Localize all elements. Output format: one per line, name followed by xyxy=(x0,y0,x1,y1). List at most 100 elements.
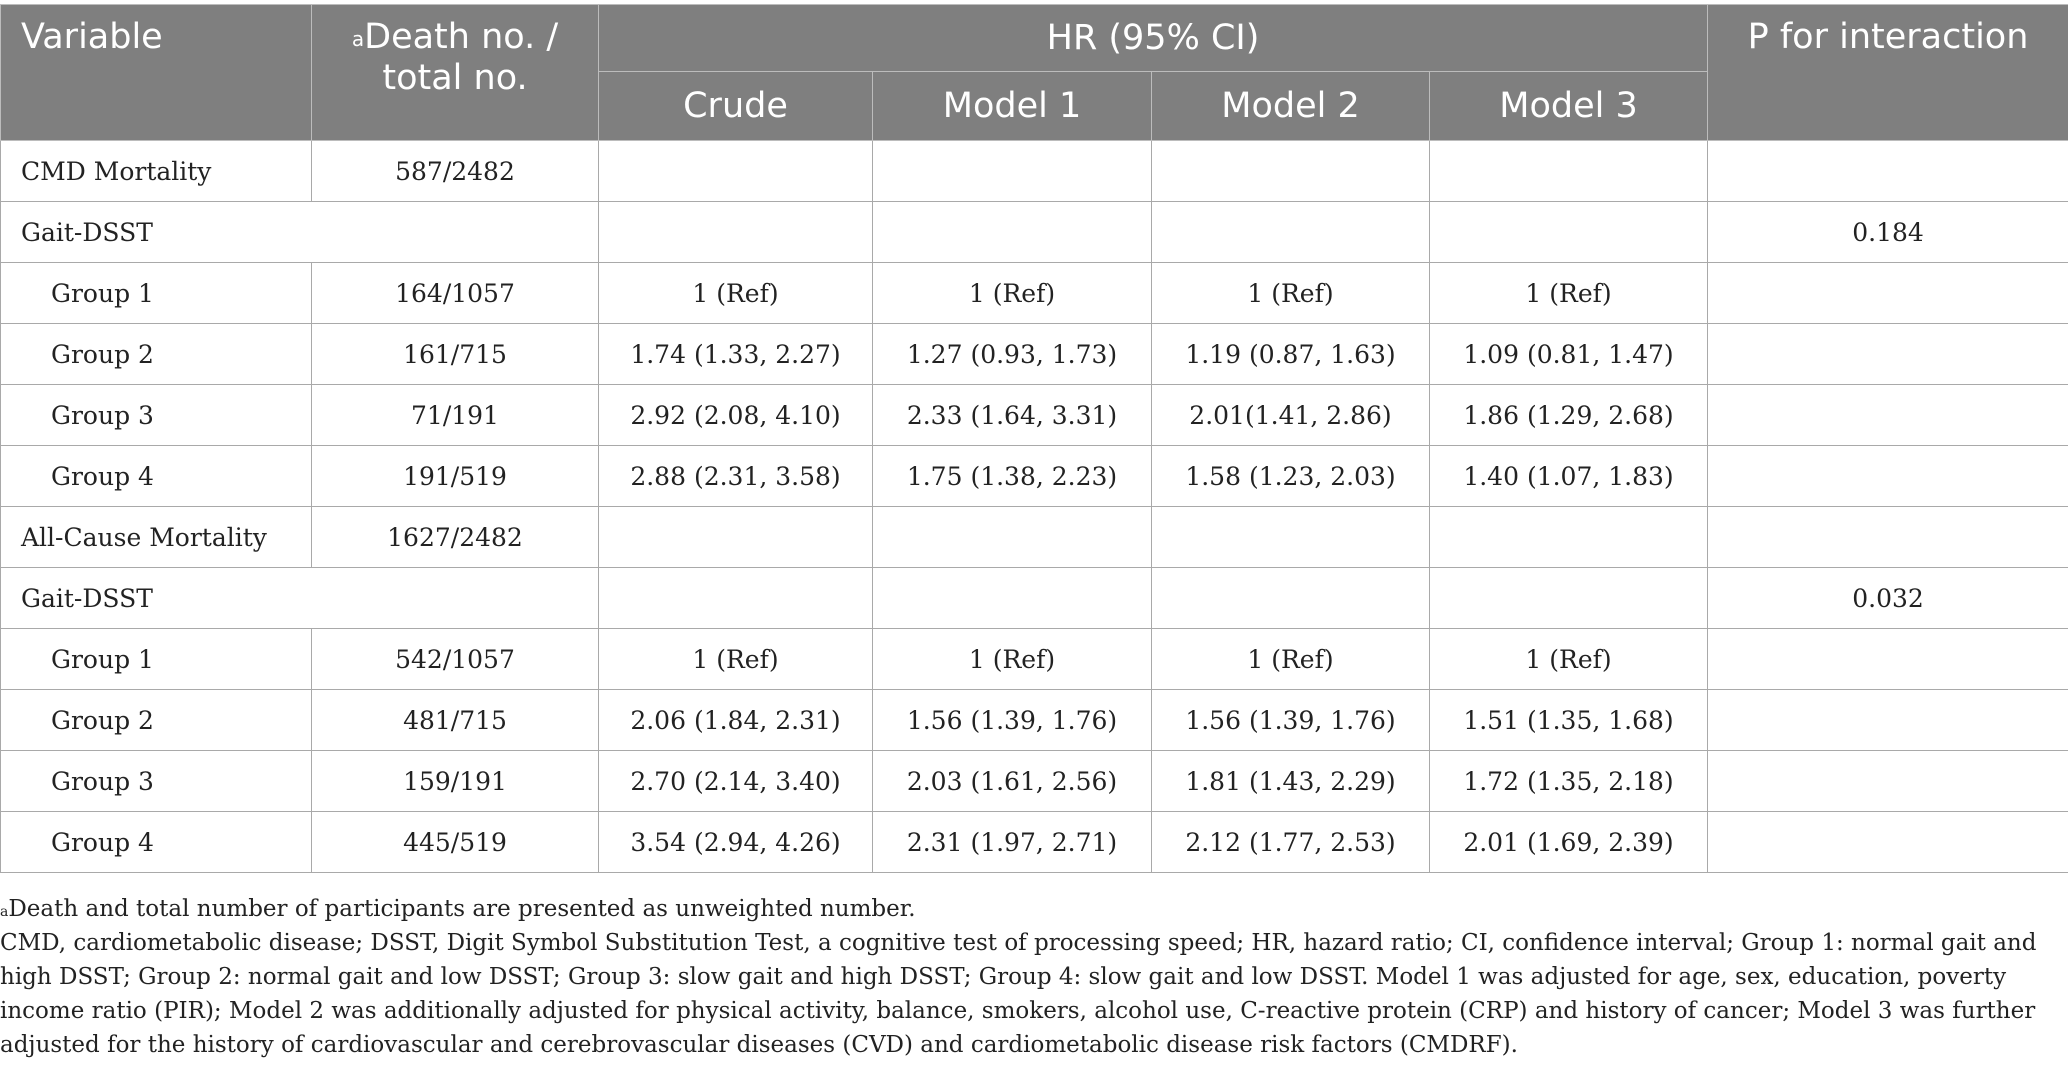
header-death-superscript: a xyxy=(351,27,365,51)
table-row: Group 1 164/1057 1 (Ref) 1 (Ref) 1 (Ref)… xyxy=(0,262,2068,324)
crude-cell: 3.54 (2.94, 4.26) xyxy=(598,811,873,873)
model-2-cell xyxy=(1151,506,1430,568)
model-3-cell: 1.51 (1.35, 1.68) xyxy=(1428,689,1709,751)
crude-cell xyxy=(598,140,873,202)
table-row: Group 2 481/715 2.06 (1.84, 2.31) 1.56 (… xyxy=(0,689,2068,751)
table-row: Group 2 161/715 1.74 (1.33, 2.27) 1.27 (… xyxy=(0,323,2068,385)
footnote-abbreviations: CMD, cardiometabolic disease; DSST, Digi… xyxy=(0,930,2037,1058)
death-total-cell: 159/191 xyxy=(311,750,599,812)
row-label: Group 1 xyxy=(0,262,312,324)
death-total-cell: 164/1057 xyxy=(311,262,599,324)
row-label: Gait-DSST xyxy=(0,567,599,629)
model-2-cell: 1 (Ref) xyxy=(1151,262,1430,324)
header-death-line1: Death no. / xyxy=(364,17,559,57)
model-1-cell xyxy=(872,506,1152,568)
model-2-cell: 1.81 (1.43, 2.29) xyxy=(1151,750,1430,812)
model-1-cell: 1.75 (1.38, 2.23) xyxy=(872,445,1152,507)
crude-cell xyxy=(598,567,873,629)
header-model-2: Model 2 xyxy=(1151,71,1430,141)
p-interaction-cell xyxy=(1707,384,2068,446)
model-1-cell: 1.27 (0.93, 1.73) xyxy=(872,323,1152,385)
crude-cell: 2.70 (2.14, 3.40) xyxy=(598,750,873,812)
header-death-total: aDeath no. / total no. xyxy=(311,4,599,141)
row-label: Group 1 xyxy=(0,628,312,690)
table-row: Gait-DSST 0.184 xyxy=(0,201,2068,263)
p-interaction-cell: 0.184 xyxy=(1707,201,2068,263)
model-2-cell xyxy=(1151,201,1430,263)
header-crude: Crude xyxy=(598,71,873,141)
hazard-ratio-table: Variable aDeath no. / total no. HR (95% … xyxy=(0,4,2068,873)
p-interaction-cell xyxy=(1707,445,2068,507)
model-2-cell: 2.12 (1.77, 2.53) xyxy=(1151,811,1430,873)
death-total-cell: 71/191 xyxy=(311,384,599,446)
row-label: All-Cause Mortality xyxy=(0,506,312,568)
row-label: Group 3 xyxy=(0,750,312,812)
model-1-cell xyxy=(872,140,1152,202)
death-total-cell: 445/519 xyxy=(311,811,599,873)
table-row: Group 1 542/1057 1 (Ref) 1 (Ref) 1 (Ref)… xyxy=(0,628,2068,690)
crude-cell: 2.06 (1.84, 2.31) xyxy=(598,689,873,751)
model-2-cell: 2.01(1.41, 2.86) xyxy=(1151,384,1430,446)
model-2-cell: 1.58 (1.23, 2.03) xyxy=(1151,445,1430,507)
footnote-a-text: Death and total number of participants a… xyxy=(8,896,916,922)
crude-cell xyxy=(598,201,873,263)
model-2-cell xyxy=(1151,140,1430,202)
row-label: Group 2 xyxy=(0,323,312,385)
table-row: Group 4 191/519 2.88 (2.31, 3.58) 1.75 (… xyxy=(0,445,2068,507)
model-1-cell: 1.56 (1.39, 1.76) xyxy=(872,689,1152,751)
model-1-cell: 2.31 (1.97, 2.71) xyxy=(872,811,1152,873)
header-hr-group: HR (95% CI) xyxy=(597,4,1709,72)
crude-cell: 1 (Ref) xyxy=(598,262,873,324)
p-interaction-cell: 0.032 xyxy=(1707,567,2068,629)
header-p-interaction: P for interaction xyxy=(1707,4,2068,141)
row-label: Group 4 xyxy=(0,445,312,507)
death-total-cell: 191/519 xyxy=(311,445,599,507)
model-1-cell: 1 (Ref) xyxy=(872,628,1152,690)
p-interaction-cell xyxy=(1707,811,2068,873)
row-label: Group 4 xyxy=(0,811,312,873)
table-row: Gait-DSST 0.032 xyxy=(0,567,2068,629)
model-3-cell: 2.01 (1.69, 2.39) xyxy=(1428,811,1709,873)
p-interaction-cell xyxy=(1707,628,2068,690)
table-body: CMD Mortality 587/2482 Gait-DSST 0.184 G… xyxy=(0,140,2068,873)
crude-cell: 1 (Ref) xyxy=(598,628,873,690)
model-2-cell: 1.19 (0.87, 1.63) xyxy=(1151,323,1430,385)
death-total-cell: 161/715 xyxy=(311,323,599,385)
model-2-cell: 1 (Ref) xyxy=(1151,628,1430,690)
model-1-cell xyxy=(872,567,1152,629)
p-interaction-cell xyxy=(1707,506,2068,568)
model-1-cell: 1 (Ref) xyxy=(872,262,1152,324)
model-3-cell xyxy=(1428,506,1709,568)
p-interaction-cell xyxy=(1707,689,2068,751)
model-2-cell: 1.56 (1.39, 1.76) xyxy=(1151,689,1430,751)
model-3-cell: 1 (Ref) xyxy=(1428,628,1709,690)
model-3-cell: 1.09 (0.81, 1.47) xyxy=(1428,323,1709,385)
table-row: All-Cause Mortality 1627/2482 xyxy=(0,506,2068,568)
crude-cell xyxy=(598,506,873,568)
model-3-cell xyxy=(1428,567,1709,629)
header-death-line2: total no. xyxy=(382,58,528,98)
model-1-cell xyxy=(872,201,1152,263)
row-label: Group 2 xyxy=(0,689,312,751)
model-1-cell: 2.33 (1.64, 3.31) xyxy=(872,384,1152,446)
p-interaction-cell xyxy=(1707,262,2068,324)
death-total-cell: 542/1057 xyxy=(311,628,599,690)
table-footnotes: aDeath and total number of participants … xyxy=(0,892,2060,1062)
model-3-cell: 1 (Ref) xyxy=(1428,262,1709,324)
header-variable: Variable xyxy=(0,4,312,141)
death-total-cell: 1627/2482 xyxy=(311,506,599,568)
crude-cell: 2.88 (2.31, 3.58) xyxy=(598,445,873,507)
crude-cell: 1.74 (1.33, 2.27) xyxy=(598,323,873,385)
model-2-cell xyxy=(1151,567,1430,629)
p-interaction-cell xyxy=(1707,750,2068,812)
header-model-3: Model 3 xyxy=(1428,71,1709,141)
death-total-cell: 481/715 xyxy=(311,689,599,751)
table-header: Variable aDeath no. / total no. HR (95% … xyxy=(0,4,2068,141)
footnote-a-superscript: a xyxy=(0,904,9,920)
footnote-a: aDeath and total number of participants … xyxy=(0,892,2060,926)
model-3-cell: 1.72 (1.35, 2.18) xyxy=(1428,750,1709,812)
model-3-cell xyxy=(1428,140,1709,202)
death-total-cell: 587/2482 xyxy=(311,140,599,202)
table-row: CMD Mortality 587/2482 xyxy=(0,140,2068,202)
row-label: Group 3 xyxy=(0,384,312,446)
